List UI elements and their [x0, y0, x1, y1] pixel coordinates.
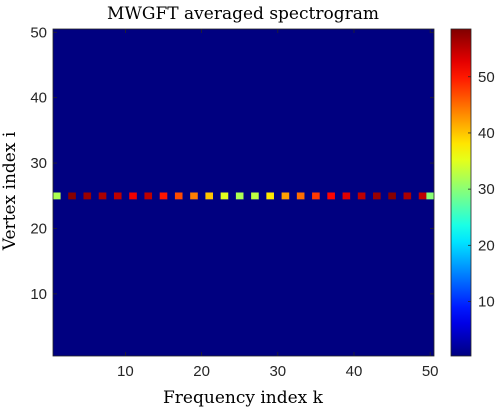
x-tick-label: 50 [422, 363, 439, 380]
heatmap-cell [388, 192, 397, 200]
colorbar-tick-label: 50 [478, 69, 495, 86]
x-tick-label: 10 [117, 363, 134, 380]
heatmap-cell [220, 192, 229, 200]
y-axis-label: Vertex index i [0, 131, 20, 251]
heatmap-cell [357, 192, 366, 200]
heatmap-cell [68, 192, 77, 200]
heatmap-cell [182, 192, 191, 200]
heatmap-cell [289, 192, 298, 200]
x-axis-label: Frequency index k [163, 388, 324, 408]
heatmap-cell [83, 192, 92, 200]
x-axis: 10 20 30 40 50 [117, 29, 439, 380]
y-tick-label: 10 [30, 286, 47, 303]
plot-frame [52, 28, 435, 357]
heatmap-cell [53, 192, 61, 200]
colorbar-gradient [450, 28, 472, 357]
heatmap-cell [273, 192, 282, 200]
heatmap-cell [159, 192, 168, 200]
heatmap-cell [373, 192, 381, 200]
x-tick-label: 40 [346, 363, 363, 380]
heatmap-cell [342, 192, 351, 200]
heatmap-cell [106, 192, 115, 200]
colorbar: 10 20 30 40 50 [450, 28, 495, 357]
heatmap-cell [197, 192, 206, 200]
heatmap-cell [350, 192, 359, 200]
colorbar-tick-label: 10 [478, 294, 495, 311]
heatmap-cell [266, 192, 275, 200]
heatmap-cell [205, 192, 214, 200]
heatmap-cell [174, 192, 183, 200]
y-tick-label: 30 [30, 155, 47, 172]
heatmap-cell [60, 192, 69, 200]
heatmap-cell [113, 192, 122, 200]
heatmap-cell [258, 192, 267, 200]
heatmap-cell [98, 192, 107, 200]
heatmap-cell [327, 192, 336, 200]
heatmap-cell [304, 192, 313, 200]
colorbar-tick-label: 40 [478, 125, 495, 142]
heatmap-cell [190, 192, 199, 200]
colorbar-tick-label: 20 [478, 237, 495, 254]
heatmap-cell [403, 192, 412, 200]
heatmap-cell [228, 192, 237, 200]
heatmap-cell [365, 192, 374, 200]
heatmap-cell [281, 192, 290, 200]
x-tick-label: 20 [193, 363, 210, 380]
y-tick-label: 40 [30, 90, 47, 107]
heatmap-cell [395, 192, 404, 200]
heatmap-cell [426, 192, 435, 200]
heatmap-cell [411, 192, 420, 200]
heatmap-cell [312, 192, 320, 200]
heatmap-cell [235, 192, 244, 200]
heatmap-cell [334, 192, 343, 200]
heatmap-cell [152, 192, 160, 200]
heatmap-cell [418, 192, 427, 200]
x-tick-label: 30 [269, 363, 286, 380]
heatmap-cell [129, 192, 138, 200]
y-tick-label: 20 [30, 220, 47, 237]
heatmap-cell [91, 192, 100, 200]
heatmap-plot-area [52, 28, 435, 357]
heatmap-cell [121, 192, 130, 200]
chart-title: MWGFT averaged spectrogram [107, 4, 379, 24]
heatmap-cell [167, 192, 176, 200]
y-tick-label: 50 [30, 24, 47, 41]
heatmap-cell [136, 192, 145, 200]
heatmap-cell [75, 192, 84, 200]
heatmap-cell [319, 192, 328, 200]
colorbar-tick-label: 30 [478, 181, 495, 198]
heatmap-cell [213, 192, 221, 200]
heatmap-cell [251, 192, 260, 200]
heatmap-cell [144, 192, 153, 200]
y-axis: 10 20 30 40 50 [30, 24, 434, 303]
heatmap-cell [380, 192, 389, 200]
heatmap-cell [243, 192, 252, 200]
heatmap-cell [296, 192, 305, 200]
